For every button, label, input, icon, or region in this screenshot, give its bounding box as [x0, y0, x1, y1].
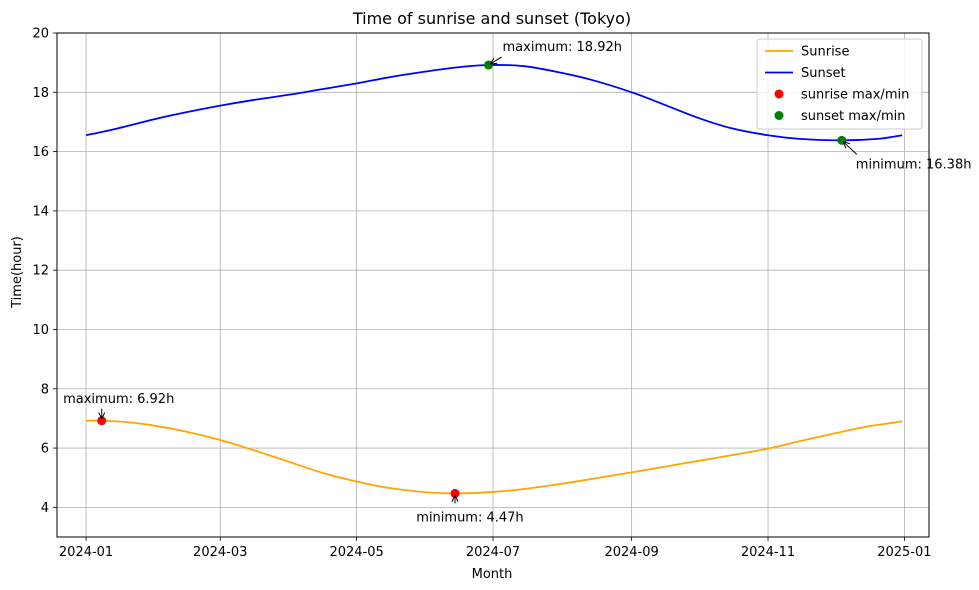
y-axis-label: Time(hour)	[10, 236, 25, 309]
legend: Sunrise Sunset sunrise max/min sunset max/m…	[756, 38, 923, 130]
y-tick-label: 12	[32, 264, 49, 279]
legend-swatch-dot	[774, 111, 784, 120]
marker-point	[97, 416, 107, 426]
annotation-label: maximum: 18.92h	[503, 40, 622, 55]
x-tick-label: 2025-01	[877, 545, 931, 560]
x-tick-label: 2024-07	[466, 545, 520, 560]
y-tick-label: 10	[32, 323, 49, 338]
annotation-label: minimum: 16.38h	[856, 157, 972, 172]
annotation-arrow-head	[489, 57, 498, 65]
annotation-label: maximum: 6.92h	[63, 392, 174, 407]
annotation-arrow-head	[842, 140, 851, 149]
y-tick-label: 4	[41, 501, 49, 516]
x-axis-label: Month	[472, 567, 513, 582]
plot-frame	[56, 32, 930, 538]
x-tick-label: 2024-09	[604, 545, 658, 560]
y-tick-label: 6	[41, 442, 49, 457]
y-tick-label: 16	[32, 145, 49, 160]
annotation-arrow-line	[489, 56, 502, 65]
x-tick-label: 2024-11	[741, 545, 795, 560]
plot-area: 2024-01 2024-03 2024-05 2024-07 2024-09 2024-…	[32, 27, 971, 561]
x-tick-label: 2024-05	[329, 545, 383, 560]
annotation-arrow-head	[98, 412, 106, 420]
series-line-sunrise	[86, 419, 903, 495]
annotation-arrow-line	[842, 141, 858, 155]
legend-entry-label: Sunrise	[801, 45, 849, 60]
x-tick-label: 2024-03	[193, 545, 247, 560]
legend-swatch-dot	[774, 89, 784, 99]
marker-point	[450, 488, 460, 498]
annotation-arrow-head	[451, 494, 459, 502]
annotation-label: minimum: 4.47h	[416, 510, 523, 525]
legend-entry-label: Sunset	[801, 66, 846, 81]
x-tick-label: 2024-01	[59, 545, 113, 560]
y-tick-label: 18	[32, 86, 49, 101]
y-tick-label: 14	[32, 204, 49, 219]
legend-box	[756, 38, 923, 130]
y-tick-label: 8	[41, 382, 49, 397]
chart-title: Time of sunrise and sunset (Tokyo)	[352, 9, 631, 28]
y-tick-label: 20	[32, 27, 49, 42]
legend-entry-label: sunset max/min	[801, 109, 905, 124]
legend-entry-label: sunrise max/min	[801, 88, 909, 103]
